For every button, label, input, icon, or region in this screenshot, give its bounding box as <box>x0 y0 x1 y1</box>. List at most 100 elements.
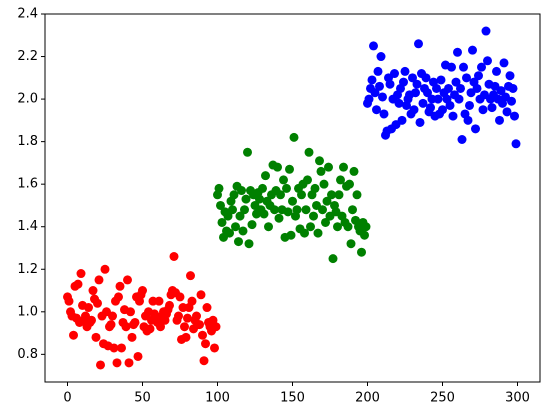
point <box>282 183 291 193</box>
point <box>370 88 380 98</box>
point <box>180 322 189 332</box>
point <box>94 275 104 285</box>
point <box>121 322 131 332</box>
point <box>235 211 245 221</box>
point <box>336 175 345 185</box>
y-tick-label: 1.8 <box>17 134 38 149</box>
point <box>285 164 294 174</box>
point <box>186 271 195 281</box>
point <box>309 211 318 221</box>
point <box>316 166 326 176</box>
point <box>313 228 323 238</box>
point <box>100 264 110 274</box>
point <box>495 115 504 125</box>
point <box>483 56 492 66</box>
point <box>108 311 117 321</box>
point <box>117 343 126 353</box>
point <box>474 71 483 81</box>
point <box>463 115 473 125</box>
x-tick-label: 200 <box>355 391 380 406</box>
y-tick-label: 1.6 <box>17 177 38 192</box>
point <box>126 307 135 317</box>
point <box>322 196 332 206</box>
point <box>106 320 116 330</box>
point <box>289 132 299 142</box>
point <box>478 105 488 115</box>
point <box>241 194 251 204</box>
point <box>261 171 270 181</box>
y-tick-label: 2.2 <box>17 49 38 64</box>
point <box>76 269 86 279</box>
point <box>328 254 338 264</box>
x-tick-label: 50 <box>134 391 151 406</box>
point <box>444 83 453 93</box>
point <box>508 83 518 93</box>
point <box>91 332 101 342</box>
point <box>216 200 225 210</box>
y-tick-label: 2.0 <box>17 92 38 107</box>
axes-frame <box>44 13 541 383</box>
point <box>327 190 336 200</box>
x-tick-label: 150 <box>280 391 305 406</box>
point <box>183 313 192 323</box>
point <box>397 115 407 125</box>
point <box>339 162 348 172</box>
point <box>244 239 254 249</box>
point <box>217 217 227 227</box>
point <box>73 279 83 289</box>
point <box>243 147 252 157</box>
point <box>210 343 219 353</box>
point <box>372 105 381 115</box>
point <box>228 205 237 215</box>
point <box>310 183 320 193</box>
point <box>259 209 269 219</box>
point <box>303 175 312 185</box>
point <box>306 222 315 232</box>
point <box>231 222 240 232</box>
point <box>447 62 456 72</box>
point <box>258 183 267 193</box>
point <box>472 83 482 93</box>
point <box>283 207 293 217</box>
point <box>174 311 183 321</box>
point <box>448 111 458 121</box>
point <box>199 356 209 366</box>
point <box>229 190 239 200</box>
point <box>418 98 428 108</box>
point <box>169 251 179 261</box>
point <box>109 343 119 353</box>
point <box>69 330 78 340</box>
point <box>273 162 282 172</box>
point <box>84 303 93 313</box>
point <box>315 156 324 166</box>
point <box>264 222 273 232</box>
point <box>361 222 371 232</box>
point <box>288 196 297 206</box>
point <box>415 117 425 127</box>
point <box>270 205 279 215</box>
point <box>234 237 243 247</box>
point <box>201 339 210 349</box>
point <box>247 220 257 230</box>
point <box>115 281 125 291</box>
point <box>93 298 102 308</box>
point <box>211 322 221 332</box>
x-tick-label: 0 <box>63 391 71 406</box>
point <box>502 107 512 117</box>
point <box>376 52 386 62</box>
y-tick-label: 2.4 <box>17 7 38 22</box>
point <box>378 92 387 102</box>
point <box>175 292 185 302</box>
point <box>321 217 330 227</box>
point <box>64 296 74 306</box>
point <box>471 124 480 134</box>
point <box>196 290 206 300</box>
point <box>127 332 137 342</box>
point <box>367 75 377 85</box>
point <box>124 358 134 368</box>
point <box>346 239 356 249</box>
point <box>499 58 509 68</box>
point <box>357 247 366 257</box>
point <box>223 211 233 221</box>
point <box>465 100 474 110</box>
